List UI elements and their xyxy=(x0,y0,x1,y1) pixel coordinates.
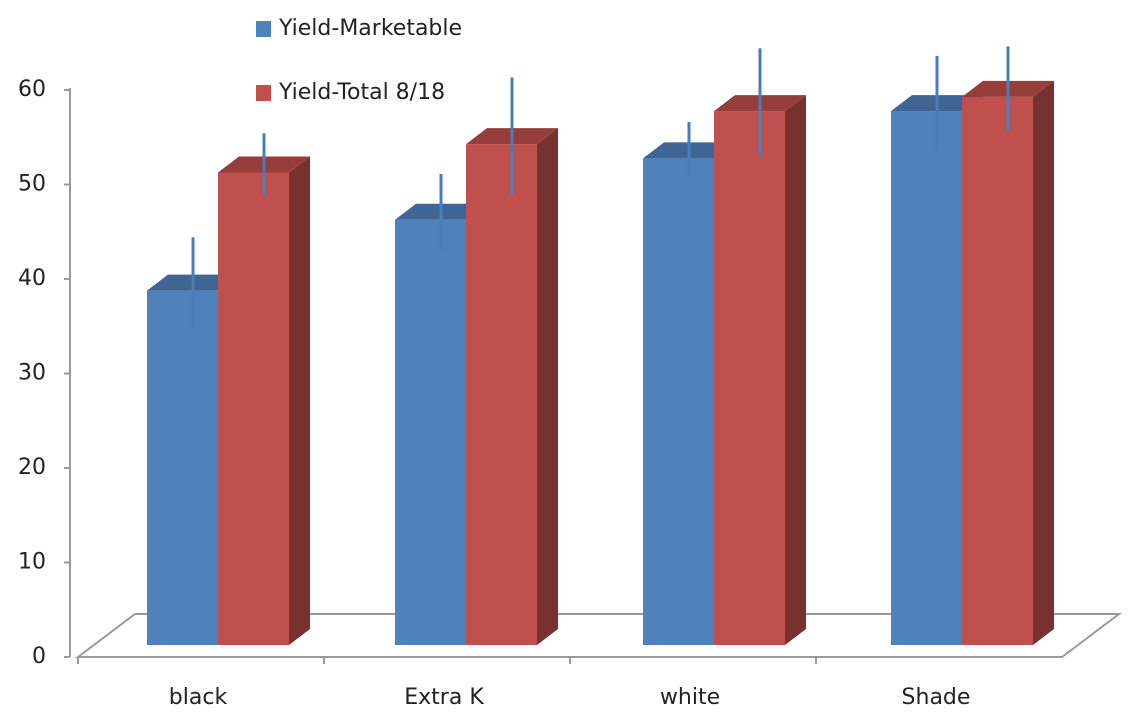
x-tick-label: Shade xyxy=(902,685,971,710)
y-tick-label: 0 xyxy=(32,644,46,669)
legend-swatch xyxy=(256,21,271,37)
bar xyxy=(891,111,962,645)
x-tick-label: black xyxy=(169,685,228,710)
bar xyxy=(466,144,537,645)
bar xyxy=(395,219,466,645)
legend-label: Yield-Total 8/18 xyxy=(278,80,445,105)
bar xyxy=(714,111,785,645)
y-tick-label: 20 xyxy=(18,455,46,480)
y-tick-label: 40 xyxy=(18,266,46,291)
y-tick-label: 30 xyxy=(18,361,46,386)
x-tick-label: Extra K xyxy=(404,685,484,710)
bar xyxy=(218,172,289,645)
bar-side xyxy=(785,95,806,645)
bar-side xyxy=(537,128,558,645)
bar xyxy=(962,96,1033,645)
y-tick-label: 50 xyxy=(18,172,46,197)
y-tick-label: 10 xyxy=(18,550,46,575)
bar-side xyxy=(289,156,310,645)
bar xyxy=(643,158,714,645)
y-tick-label: 60 xyxy=(18,77,46,102)
x-tick-label: white xyxy=(660,685,720,710)
bar xyxy=(147,290,218,645)
legend-swatch xyxy=(256,85,271,101)
legend-label: Yield-Marketable xyxy=(278,16,462,41)
bar-side xyxy=(1033,80,1054,645)
